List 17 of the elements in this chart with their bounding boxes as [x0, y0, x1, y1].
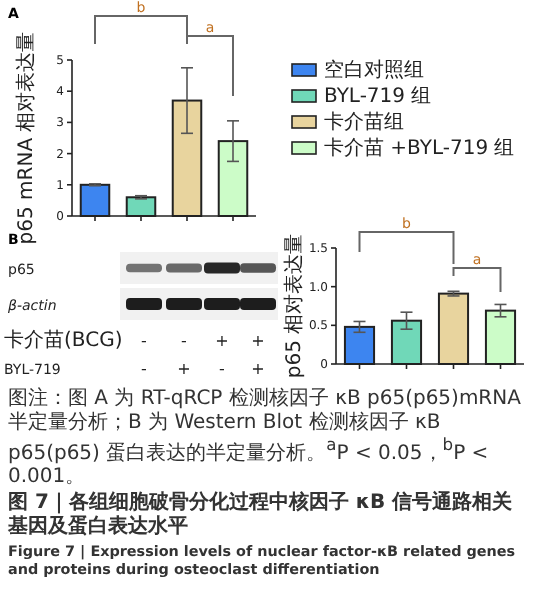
- legend-label: 卡介苗组: [324, 110, 404, 134]
- text: 卡介苗(BCG): [4, 328, 123, 352]
- legend-label: BYL-719 组: [324, 84, 432, 108]
- y-axis-title: p65 相对表达量: [282, 233, 306, 379]
- y-axis-title: p65 mRNA 相对表达量: [14, 31, 38, 245]
- legend-label: 卡介苗 +BYL-719 组: [324, 136, 515, 160]
- text: 图注：图 A 为 RT-qRCP 检测核因子 κB p65(p65)mRNA 半定量分析；B 为 Western Blot 检测核因子 κB p65(p65) 蛋白表达的半定量分析。$^{a}$P < 0.05，$^{b}$P < 0.001。: [8, 388, 521, 488]
- caption: 图 7｜各组细胞破骨分化过程中核因子 κB 信号通路相关基因及蛋白表达水平: [8, 492, 515, 539]
- text: +: [251, 360, 265, 378]
- text: -: [181, 332, 188, 350]
- text: +: [251, 332, 265, 350]
- text: +: [177, 360, 191, 378]
- legend-label: 空白对照组: [324, 58, 424, 82]
- text: -: [141, 360, 148, 378]
- text: -: [219, 360, 226, 378]
- text: +: [215, 332, 229, 350]
- text: -: [141, 332, 148, 350]
